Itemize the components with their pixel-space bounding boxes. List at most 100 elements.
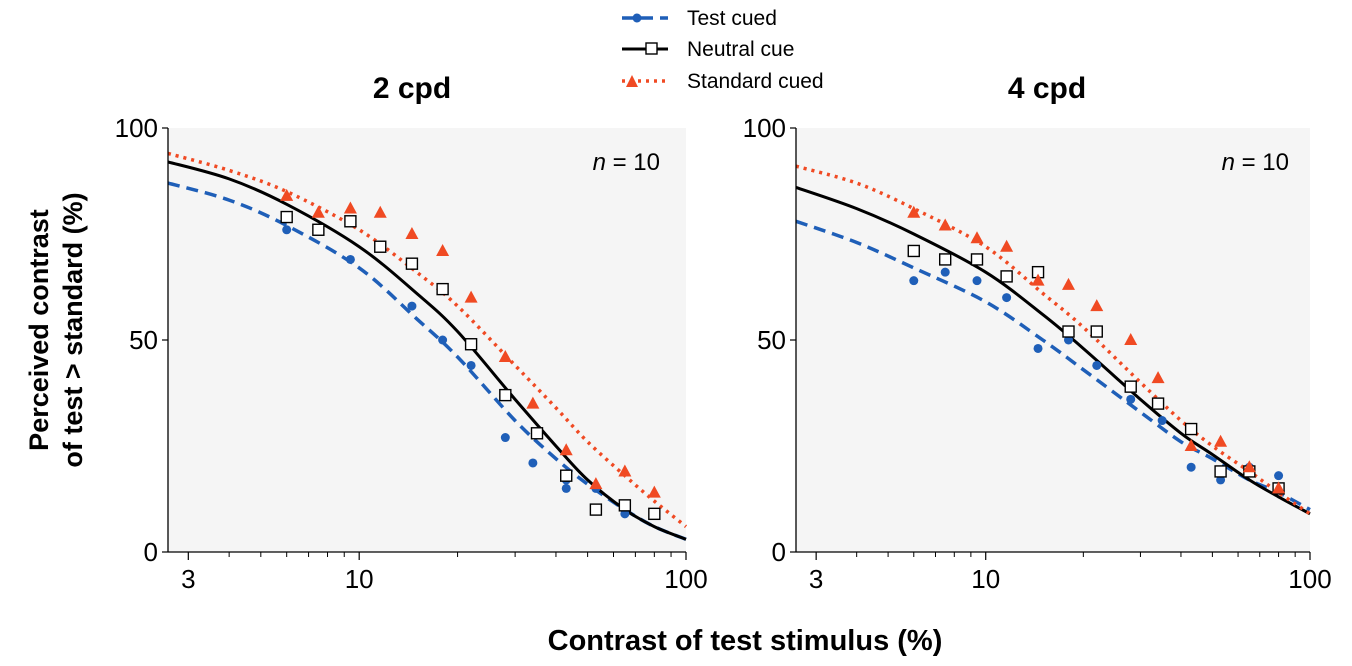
data-point-standard-cued bbox=[938, 218, 952, 231]
legend-label-test-cued: Test cued bbox=[687, 7, 777, 30]
data-point-neutral-cue bbox=[938, 253, 952, 266]
data-point-test-cued bbox=[940, 267, 950, 277]
panel-2cpd: 2 cpd n = 10 0 50 100 3 10 100 bbox=[115, 72, 708, 594]
data-points bbox=[907, 205, 1286, 495]
data-points bbox=[280, 188, 661, 521]
data-point-test-cued bbox=[1033, 343, 1043, 353]
data-point-neutral-cue bbox=[344, 215, 357, 228]
data-point-standard-cued bbox=[343, 201, 357, 214]
data-point-standard-cued bbox=[907, 205, 921, 218]
legend-label-neutral-cue: Neutral cue bbox=[687, 38, 794, 61]
data-point-neutral-cue bbox=[1214, 465, 1227, 478]
data-point-neutral-cue bbox=[907, 244, 920, 258]
axes: 0 50 100 3 10 100 bbox=[743, 113, 1332, 594]
data-point-standard-cued bbox=[1242, 460, 1256, 473]
data-point-standard-cued bbox=[405, 227, 419, 239]
data-point-standard-cued bbox=[1184, 439, 1198, 451]
x-tick-label: 3 bbox=[809, 564, 823, 594]
data-point-neutral-cue bbox=[499, 388, 512, 402]
data-point-neutral-cue bbox=[1151, 397, 1165, 410]
data-point-neutral-cue bbox=[1090, 325, 1103, 338]
data-point-standard-cued bbox=[1151, 371, 1165, 384]
data-point-neutral-cue bbox=[405, 257, 419, 270]
data-point-standard-cued bbox=[559, 443, 573, 456]
data-point-test-cued bbox=[1186, 462, 1196, 472]
data-point-standard-cued bbox=[589, 477, 603, 490]
sample-size-annotation: n = 10 bbox=[1222, 149, 1289, 176]
data-point-standard-cued bbox=[1214, 434, 1228, 447]
sample-size-annotation: n = 10 bbox=[593, 149, 660, 176]
data-point-test-cued bbox=[1274, 471, 1284, 481]
data-point-standard-cued bbox=[373, 205, 387, 218]
data-point-test-cued bbox=[1157, 416, 1167, 426]
data-point-standard-cued bbox=[1090, 299, 1104, 312]
x-tick-label: 10 bbox=[345, 564, 374, 594]
y-tick-label: 50 bbox=[129, 325, 158, 355]
plot-area bbox=[796, 128, 1310, 552]
data-point-standard-cued bbox=[1000, 239, 1014, 252]
y-tick-label: 50 bbox=[757, 325, 786, 355]
legend-marker-standard-cued bbox=[626, 75, 638, 87]
y-axis-label-line1: Perceived contrast bbox=[24, 209, 54, 451]
legend-item-test-cued: Test cued bbox=[622, 7, 777, 30]
data-point-standard-cued bbox=[1031, 273, 1045, 286]
sample-size-n: n bbox=[1222, 149, 1235, 176]
data-point-neutral-cue bbox=[560, 469, 573, 482]
data-point-test-cued bbox=[972, 276, 982, 286]
sample-size-value: = 10 bbox=[606, 149, 660, 176]
data-point-test-cued bbox=[282, 225, 292, 235]
data-point-neutral-cue bbox=[970, 253, 984, 266]
data-point-standard-cued bbox=[498, 349, 512, 362]
data-point-test-cued bbox=[909, 276, 919, 286]
data-point-standard-cued bbox=[436, 243, 450, 256]
data-point-neutral-cue bbox=[374, 240, 387, 253]
data-point-test-cued bbox=[500, 433, 510, 443]
x-tick-label: 10 bbox=[971, 564, 1000, 594]
legend-marker-test-cued bbox=[632, 13, 642, 23]
axes: 0 50 100 3 10 100 bbox=[115, 113, 708, 594]
data-point-neutral-cue bbox=[530, 427, 544, 440]
panel-4cpd: 4 cpd n = 10 0 50 100 3 10 100 bbox=[743, 72, 1332, 594]
data-point-test-cued bbox=[1002, 293, 1012, 303]
x-tick-label: 3 bbox=[181, 564, 195, 594]
data-point-standard-cued bbox=[280, 188, 294, 201]
y-tick-label: 0 bbox=[144, 537, 158, 567]
data-point-standard-cued bbox=[1061, 277, 1075, 290]
x-tick-label: 100 bbox=[664, 564, 707, 594]
data-point-neutral-cue bbox=[589, 503, 603, 516]
data-point-neutral-cue bbox=[648, 507, 661, 521]
data-point-neutral-cue bbox=[312, 223, 325, 236]
data-point-test-cued bbox=[1216, 475, 1226, 485]
data-point-test-cued bbox=[561, 483, 571, 493]
data-point-test-cued bbox=[407, 301, 417, 311]
data-point-test-cued bbox=[1063, 335, 1073, 345]
data-point-standard-cued bbox=[1124, 333, 1138, 345]
panel-title: 2 cpd bbox=[373, 72, 451, 105]
y-tick-label: 100 bbox=[115, 113, 158, 143]
sample-size-value: = 10 bbox=[1235, 149, 1289, 176]
data-point-test-cued bbox=[438, 335, 448, 345]
x-axis-label: Contrast of test stimulus (%) bbox=[548, 625, 943, 657]
legend: Test cued Neutral cue Standard cued bbox=[622, 7, 824, 93]
data-point-neutral-cue bbox=[1124, 380, 1137, 393]
data-point-standard-cued bbox=[464, 290, 478, 303]
legend-label-standard-cued: Standard cued bbox=[687, 70, 824, 93]
y-axis-label-line2: of test > standard (%) bbox=[58, 192, 88, 467]
data-point-test-cued bbox=[620, 509, 630, 519]
data-point-neutral-cue bbox=[618, 499, 632, 512]
data-point-test-cued bbox=[466, 360, 476, 370]
legend-item-neutral-cue: Neutral cue bbox=[622, 38, 794, 61]
data-point-neutral-cue bbox=[464, 338, 478, 351]
data-point-test-cued bbox=[345, 254, 355, 264]
data-point-neutral-cue bbox=[436, 282, 449, 296]
data-point-neutral-cue bbox=[1062, 325, 1075, 338]
panel-title: 4 cpd bbox=[1008, 72, 1086, 105]
y-tick-label: 0 bbox=[772, 537, 786, 567]
x-tick-label: 100 bbox=[1288, 564, 1331, 594]
data-point-standard-cued bbox=[311, 205, 325, 218]
data-point-test-cued bbox=[1092, 360, 1102, 370]
data-point-neutral-cue bbox=[280, 210, 293, 224]
y-tick-label: 100 bbox=[743, 113, 786, 143]
data-point-test-cued bbox=[528, 458, 538, 468]
